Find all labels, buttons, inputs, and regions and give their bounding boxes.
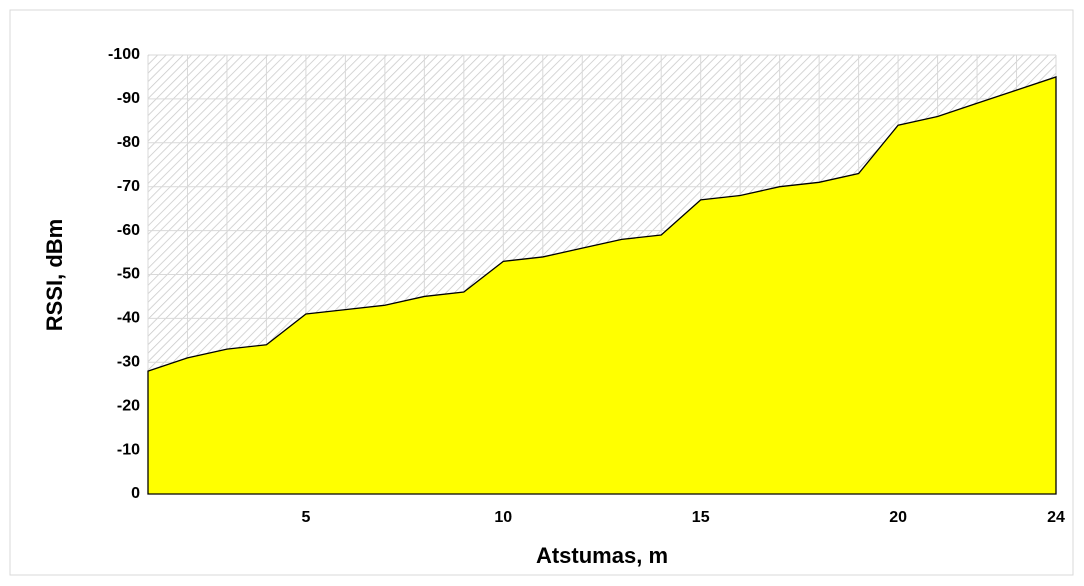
- x-tick-label: 10: [494, 509, 512, 526]
- y-tick-label: -90: [117, 90, 140, 107]
- y-tick-label: -60: [117, 222, 140, 239]
- y-tick-label: -30: [117, 354, 140, 371]
- y-tick-label: -40: [117, 310, 140, 327]
- x-tick-label: 24: [1047, 509, 1065, 526]
- y-tick-label: -20: [117, 397, 140, 414]
- y-axis-title: RSSI, dBm: [42, 219, 67, 331]
- x-tick-label: 20: [889, 509, 907, 526]
- area: [147, 76, 1057, 495]
- y-tick-label: 0: [131, 485, 140, 502]
- y-tick-label: -70: [117, 178, 140, 195]
- y-tick-label: -10: [117, 441, 140, 458]
- y-tick-label: -50: [117, 266, 140, 283]
- y-tick-label: -80: [117, 134, 140, 151]
- x-tick-label: 15: [692, 509, 710, 526]
- x-axis-title: Atstumas, m: [536, 543, 668, 568]
- x-tick-label: 5: [301, 509, 310, 526]
- y-tick-label: -100: [108, 46, 140, 63]
